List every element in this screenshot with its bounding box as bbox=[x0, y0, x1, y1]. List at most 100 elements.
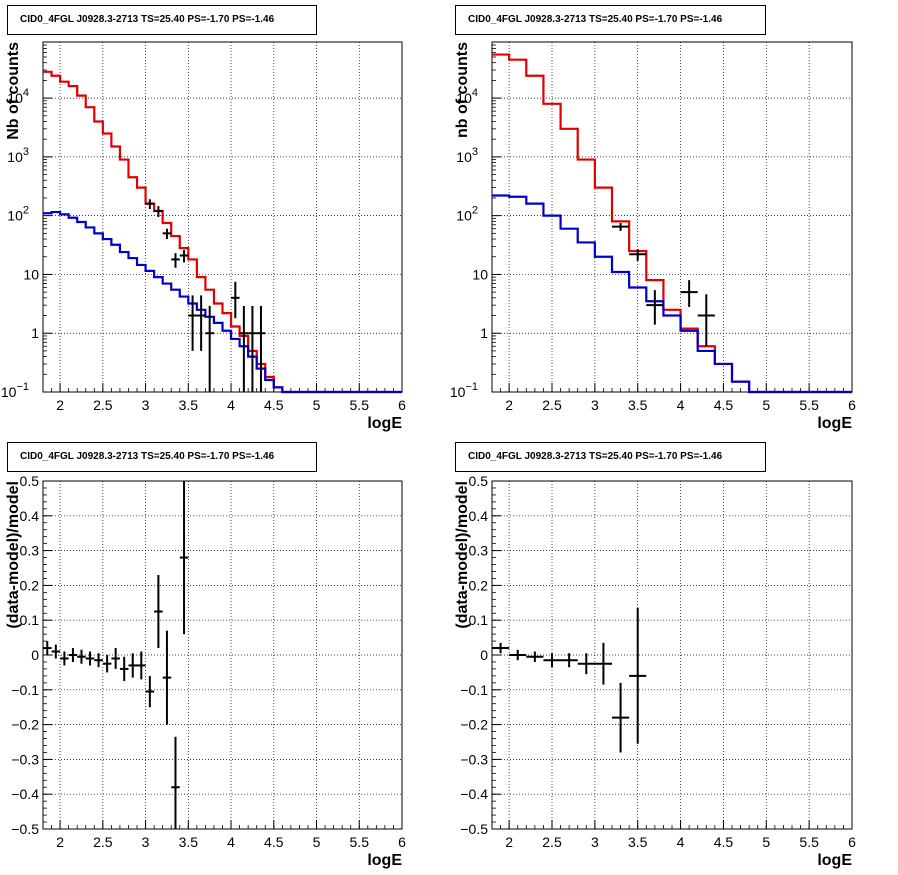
y-axis-label: (data-model)/model bbox=[5, 481, 22, 629]
data-point bbox=[543, 653, 561, 668]
plot-frame bbox=[42, 41, 403, 393]
x-tick-label: 3 bbox=[142, 397, 150, 413]
data-point bbox=[111, 648, 120, 669]
data-point bbox=[128, 653, 138, 678]
data-point bbox=[137, 651, 146, 680]
component-model-line bbox=[492, 194, 852, 394]
x-tick-label: 2.5 bbox=[542, 397, 562, 413]
data-point bbox=[154, 574, 163, 649]
x-axis-label: logE bbox=[367, 415, 402, 432]
y-tick-label: −0.4 bbox=[460, 786, 488, 802]
data-point bbox=[60, 651, 69, 666]
data-point bbox=[85, 651, 95, 666]
x-tick-label: 5.5 bbox=[799, 834, 819, 850]
x-tick-label: 5 bbox=[762, 397, 770, 413]
x-tick-label: 4.5 bbox=[714, 834, 734, 850]
y-tick-label: 0 bbox=[31, 647, 39, 663]
x-tick-label: 3 bbox=[142, 834, 150, 850]
x-tick-label: 6 bbox=[398, 397, 406, 413]
data-point bbox=[162, 228, 172, 240]
y-tick-label: −0.3 bbox=[460, 751, 488, 767]
y-tick-label: 10−1 bbox=[450, 381, 478, 400]
data-point bbox=[612, 682, 630, 753]
data-point bbox=[492, 642, 510, 654]
y-tick-label: −0.4 bbox=[11, 786, 39, 802]
y-tick-label: 0.4 bbox=[20, 508, 40, 524]
y-tick-label: 102 bbox=[7, 205, 29, 224]
data-point bbox=[179, 481, 189, 635]
data-point bbox=[629, 608, 647, 744]
y-tick-label: 103 bbox=[456, 146, 478, 165]
x-tick-label: 2.5 bbox=[542, 834, 562, 850]
y-tick-label: 1 bbox=[31, 325, 39, 341]
x-tick-label: 2 bbox=[56, 397, 64, 413]
data-point bbox=[145, 199, 155, 209]
data-point bbox=[577, 653, 595, 675]
data-point bbox=[205, 306, 214, 392]
y-tick-label: 0.5 bbox=[469, 473, 489, 489]
y-tick-label: −0.2 bbox=[460, 717, 488, 733]
chart-title: CID0_4FGL J0928.3-2713 TS=25.40 PS=-1.70… bbox=[455, 5, 766, 35]
data-point bbox=[145, 675, 155, 708]
y-tick-label: 103 bbox=[7, 146, 29, 165]
y-tick-label: 10 bbox=[472, 266, 488, 282]
y-axis-label: Nb of counts bbox=[5, 42, 22, 140]
y-tick-label: −0.1 bbox=[11, 682, 39, 698]
y-tick-label: 0.2 bbox=[469, 577, 489, 593]
data-point bbox=[680, 280, 698, 307]
data-point bbox=[188, 295, 197, 351]
y-tick-label: 1 bbox=[480, 325, 488, 341]
x-tick-label: 4 bbox=[677, 834, 685, 850]
y-axis-label: (data-model)/model bbox=[454, 481, 471, 629]
y-tick-label: 0.1 bbox=[469, 612, 489, 628]
data-point bbox=[560, 653, 578, 668]
x-tick-label: 2 bbox=[505, 397, 513, 413]
x-axis-label: logE bbox=[817, 852, 852, 869]
x-tick-label: 5 bbox=[313, 834, 321, 850]
x-tick-label: 4.5 bbox=[264, 397, 284, 413]
data-point bbox=[77, 649, 86, 664]
x-tick-label: 3 bbox=[591, 397, 599, 413]
y-tick-label: 0.3 bbox=[469, 543, 489, 559]
y-tick-label: 0 bbox=[480, 647, 488, 663]
data-point bbox=[256, 306, 266, 392]
y-tick-label: 0.3 bbox=[20, 543, 40, 559]
chart-title: CID0_4FGL J0928.3-2713 TS=25.40 PS=-1.70… bbox=[7, 5, 317, 35]
y-tick-label: 102 bbox=[456, 205, 478, 224]
chart-panel-4: 2 2.5 3 3.5 4 4.5 5 5.5 6 −0.5 −0.4 −0.3 −0.2 −0.1 0 0.… bbox=[454, 473, 856, 869]
x-tick-label: 3.5 bbox=[179, 834, 199, 850]
chart-panel-2: 2 2.5 3 3.5 4 4.5 5 5.5 610−1110102103104logEnb … bbox=[450, 41, 856, 432]
data-point bbox=[248, 306, 257, 392]
x-tick-label: 4.5 bbox=[264, 834, 284, 850]
data-point bbox=[171, 736, 180, 829]
y-tick-label: −0.3 bbox=[11, 751, 39, 767]
data-point bbox=[239, 306, 249, 392]
x-tick-label: 2.5 bbox=[93, 834, 113, 850]
x-tick-label: 5.5 bbox=[799, 397, 819, 413]
x-tick-label: 3.5 bbox=[179, 397, 199, 413]
y-tick-label: −0.1 bbox=[460, 682, 488, 698]
data-point bbox=[196, 295, 206, 351]
x-tick-label: 5 bbox=[313, 397, 321, 413]
x-tick-label: 4.5 bbox=[714, 397, 734, 413]
y-tick-label: −0.2 bbox=[11, 717, 39, 733]
data-point bbox=[162, 630, 172, 725]
y-tick-label: 0.5 bbox=[20, 473, 40, 489]
data-point bbox=[594, 642, 612, 685]
y-tick-label: 0.4 bbox=[469, 508, 489, 524]
x-tick-label: 6 bbox=[848, 397, 856, 413]
x-axis-label: logE bbox=[367, 852, 402, 869]
total-model-line bbox=[43, 70, 402, 394]
x-tick-label: 2.5 bbox=[93, 397, 113, 413]
y-tick-label: 0.2 bbox=[20, 577, 40, 593]
data-point bbox=[231, 281, 240, 319]
x-tick-label: 2 bbox=[56, 834, 64, 850]
chart-panel-3: 2 2.5 3 3.5 4 4.5 5 5.5 6 −0.5 −0.4 −0.3 −0.2 −0.1 0 0.… bbox=[5, 473, 406, 869]
data-point bbox=[94, 653, 103, 668]
data-point bbox=[526, 651, 544, 662]
x-tick-label: 5.5 bbox=[350, 834, 370, 850]
x-axis-label: logE bbox=[817, 415, 852, 432]
x-tick-label: 4 bbox=[227, 397, 235, 413]
data-point bbox=[51, 644, 61, 659]
